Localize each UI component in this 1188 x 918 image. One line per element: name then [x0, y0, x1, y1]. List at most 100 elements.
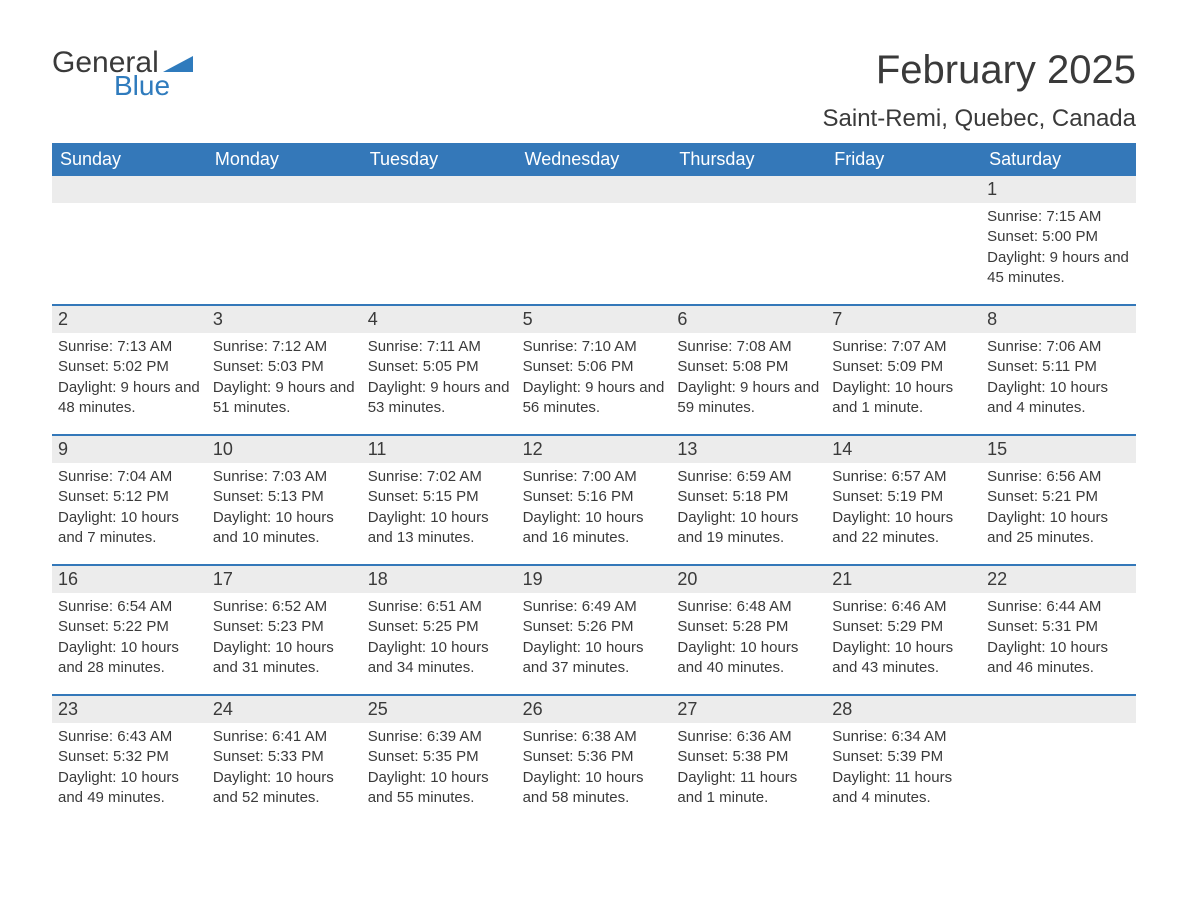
- day-daylight: Daylight: 10 hours and 28 minutes.: [58, 638, 201, 679]
- day-sunset: Sunset: 5:03 PM: [213, 357, 356, 377]
- day-number: 1: [981, 176, 1136, 203]
- day-sunrise: Sunrise: 7:03 AM: [213, 467, 356, 487]
- day-daylight: Daylight: 10 hours and 19 minutes.: [677, 508, 820, 549]
- day-headers-row: Sunday Monday Tuesday Wednesday Thursday…: [52, 143, 1136, 176]
- day-sunrise: Sunrise: 6:49 AM: [523, 597, 666, 617]
- day-body: Sunrise: 6:39 AMSunset: 5:35 PMDaylight:…: [362, 723, 517, 808]
- day-daylight: Daylight: 10 hours and 52 minutes.: [213, 768, 356, 809]
- day-number: [981, 696, 1136, 723]
- day-number: 17: [207, 566, 362, 593]
- day-body: Sunrise: 7:04 AMSunset: 5:12 PMDaylight:…: [52, 463, 207, 548]
- day-number: [52, 176, 207, 203]
- day-sunset: Sunset: 5:11 PM: [987, 357, 1130, 377]
- day-number: 15: [981, 436, 1136, 463]
- day-body: Sunrise: 6:57 AMSunset: 5:19 PMDaylight:…: [826, 463, 981, 548]
- day-header-fri: Friday: [826, 143, 981, 176]
- header: General Blue February 2025 Saint-Remi, Q…: [52, 48, 1136, 133]
- day-cell: 17Sunrise: 6:52 AMSunset: 5:23 PMDayligh…: [207, 566, 362, 694]
- day-sunset: Sunset: 5:18 PM: [677, 487, 820, 507]
- day-daylight: Daylight: 10 hours and 4 minutes.: [987, 378, 1130, 419]
- day-body: Sunrise: 7:02 AMSunset: 5:15 PMDaylight:…: [362, 463, 517, 548]
- day-number: [207, 176, 362, 203]
- day-sunrise: Sunrise: 6:57 AM: [832, 467, 975, 487]
- day-cell: 19Sunrise: 6:49 AMSunset: 5:26 PMDayligh…: [517, 566, 672, 694]
- day-number: 18: [362, 566, 517, 593]
- day-cell: 5Sunrise: 7:10 AMSunset: 5:06 PMDaylight…: [517, 306, 672, 434]
- day-sunrise: Sunrise: 7:00 AM: [523, 467, 666, 487]
- week-row: 23Sunrise: 6:43 AMSunset: 5:32 PMDayligh…: [52, 694, 1136, 824]
- day-body: Sunrise: 7:13 AMSunset: 5:02 PMDaylight:…: [52, 333, 207, 418]
- day-daylight: Daylight: 10 hours and 22 minutes.: [832, 508, 975, 549]
- day-sunrise: Sunrise: 6:43 AM: [58, 727, 201, 747]
- day-number: 10: [207, 436, 362, 463]
- day-sunrise: Sunrise: 7:04 AM: [58, 467, 201, 487]
- day-cell: 11Sunrise: 7:02 AMSunset: 5:15 PMDayligh…: [362, 436, 517, 564]
- day-daylight: Daylight: 11 hours and 4 minutes.: [832, 768, 975, 809]
- day-daylight: Daylight: 9 hours and 53 minutes.: [368, 378, 511, 419]
- day-sunset: Sunset: 5:00 PM: [987, 227, 1130, 247]
- day-sunrise: Sunrise: 7:10 AM: [523, 337, 666, 357]
- day-daylight: Daylight: 10 hours and 10 minutes.: [213, 508, 356, 549]
- day-sunrise: Sunrise: 6:44 AM: [987, 597, 1130, 617]
- day-body: Sunrise: 6:51 AMSunset: 5:25 PMDaylight:…: [362, 593, 517, 678]
- day-cell: [52, 176, 207, 304]
- day-daylight: Daylight: 10 hours and 34 minutes.: [368, 638, 511, 679]
- day-cell: 23Sunrise: 6:43 AMSunset: 5:32 PMDayligh…: [52, 696, 207, 824]
- day-cell: 13Sunrise: 6:59 AMSunset: 5:18 PMDayligh…: [671, 436, 826, 564]
- day-cell: 12Sunrise: 7:00 AMSunset: 5:16 PMDayligh…: [517, 436, 672, 564]
- day-sunset: Sunset: 5:26 PM: [523, 617, 666, 637]
- day-sunset: Sunset: 5:32 PM: [58, 747, 201, 767]
- day-number: 3: [207, 306, 362, 333]
- day-number: 23: [52, 696, 207, 723]
- week-row: 9Sunrise: 7:04 AMSunset: 5:12 PMDaylight…: [52, 434, 1136, 564]
- day-cell: 18Sunrise: 6:51 AMSunset: 5:25 PMDayligh…: [362, 566, 517, 694]
- day-daylight: Daylight: 11 hours and 1 minute.: [677, 768, 820, 809]
- logo: General Blue: [52, 48, 193, 100]
- day-cell: [826, 176, 981, 304]
- day-sunrise: Sunrise: 6:39 AM: [368, 727, 511, 747]
- day-sunset: Sunset: 5:21 PM: [987, 487, 1130, 507]
- day-sunrise: Sunrise: 7:06 AM: [987, 337, 1130, 357]
- day-sunrise: Sunrise: 7:07 AM: [832, 337, 975, 357]
- weeks-container: 1 Sunrise: 7:15 AMSunset: 5:00 PM Daylight…: [52, 176, 1136, 824]
- day-sunset: Sunset: 5:25 PM: [368, 617, 511, 637]
- day-sunset: Sunset: 5:12 PM: [58, 487, 201, 507]
- day-daylight: Daylight: 10 hours and 58 minutes.: [523, 768, 666, 809]
- day-body: Sunrise: 7:11 AMSunset: 5:05 PMDaylight:…: [362, 333, 517, 418]
- page-title: February 2025: [823, 48, 1137, 93]
- day-header-wed: Wednesday: [517, 143, 672, 176]
- day-cell: 21Sunrise: 6:46 AMSunset: 5:29 PMDayligh…: [826, 566, 981, 694]
- day-body: Sunrise: 6:46 AMSunset: 5:29 PMDaylight:…: [826, 593, 981, 678]
- day-number: 9: [52, 436, 207, 463]
- day-daylight: Daylight: 9 hours and 56 minutes.: [523, 378, 666, 419]
- day-sunset: Sunset: 5:09 PM: [832, 357, 975, 377]
- day-header-sun: Sunday: [52, 143, 207, 176]
- logo-text-blue: Blue: [114, 72, 170, 100]
- day-cell: [517, 176, 672, 304]
- day-number: 21: [826, 566, 981, 593]
- day-number: 26: [517, 696, 672, 723]
- day-sunrise: Sunrise: 6:34 AM: [832, 727, 975, 747]
- day-header-tue: Tuesday: [362, 143, 517, 176]
- day-body: Sunrise: 7:00 AMSunset: 5:16 PMDaylight:…: [517, 463, 672, 548]
- week-row: 2Sunrise: 7:13 AMSunset: 5:02 PMDaylight…: [52, 304, 1136, 434]
- day-body: Sunrise: 7:12 AMSunset: 5:03 PMDaylight:…: [207, 333, 362, 418]
- day-body: Sunrise: 7:06 AMSunset: 5:11 PMDaylight:…: [981, 333, 1136, 418]
- day-body: Sunrise: 6:43 AMSunset: 5:32 PMDaylight:…: [52, 723, 207, 808]
- day-body: Sunrise: 6:52 AMSunset: 5:23 PMDaylight:…: [207, 593, 362, 678]
- day-cell: 9Sunrise: 7:04 AMSunset: 5:12 PMDaylight…: [52, 436, 207, 564]
- day-daylight: Daylight: 10 hours and 7 minutes.: [58, 508, 201, 549]
- day-body: Sunrise: 6:34 AMSunset: 5:39 PMDaylight:…: [826, 723, 981, 808]
- day-sunset: Sunset: 5:08 PM: [677, 357, 820, 377]
- day-sunset: Sunset: 5:35 PM: [368, 747, 511, 767]
- day-number: 28: [826, 696, 981, 723]
- day-sunrise: Sunrise: 7:13 AM: [58, 337, 201, 357]
- day-number: 20: [671, 566, 826, 593]
- day-cell: 15Sunrise: 6:56 AMSunset: 5:21 PMDayligh…: [981, 436, 1136, 564]
- day-sunrise: Sunrise: 6:41 AM: [213, 727, 356, 747]
- day-number: 24: [207, 696, 362, 723]
- day-sunset: Sunset: 5:29 PM: [832, 617, 975, 637]
- day-body: Sunrise: 7:03 AMSunset: 5:13 PMDaylight:…: [207, 463, 362, 548]
- day-daylight: Daylight: 9 hours and 51 minutes.: [213, 378, 356, 419]
- day-sunrise: Sunrise: 7:15 AM: [987, 207, 1130, 227]
